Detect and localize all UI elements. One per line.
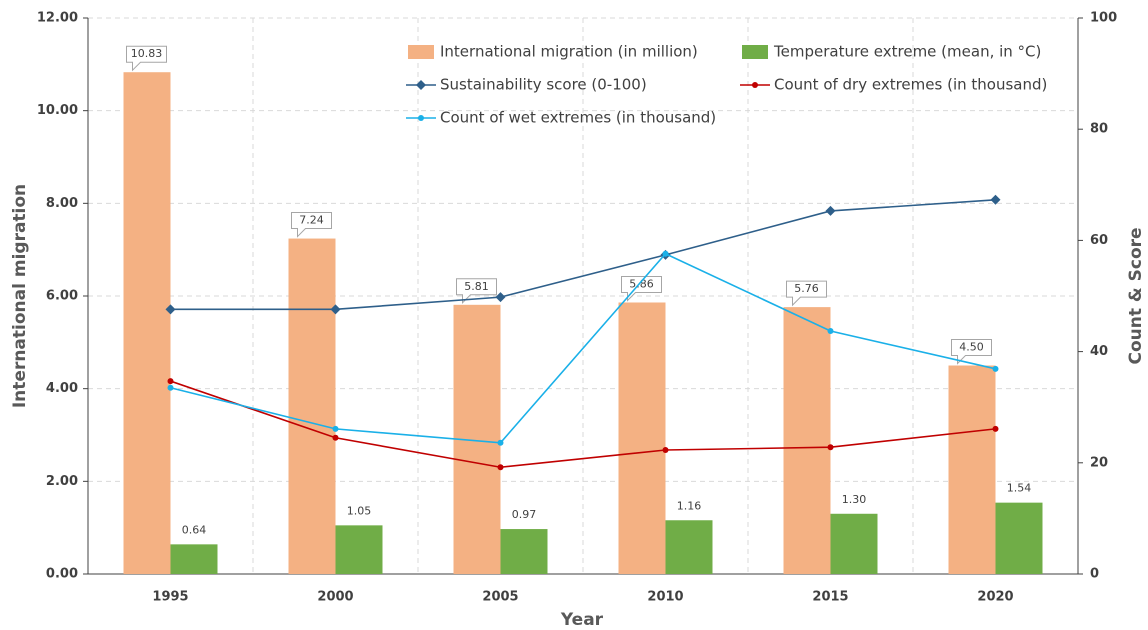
bar	[830, 513, 878, 574]
marker	[332, 425, 339, 432]
x-tick-label: 2005	[482, 590, 518, 605]
marker	[827, 328, 834, 335]
y2-tick-label: 60	[1090, 233, 1108, 248]
data-label: 4.50	[959, 341, 984, 354]
callout	[621, 275, 662, 302]
marker	[165, 304, 176, 315]
x-axis-title: Year	[560, 610, 604, 630]
bar	[783, 307, 831, 574]
x-tick-label: 2020	[977, 590, 1013, 605]
y2-tick-label: 20	[1090, 455, 1108, 470]
data-label: 1.16	[677, 499, 702, 512]
data-label: 5.76	[794, 282, 819, 295]
bar	[995, 502, 1043, 574]
data-label: 1.30	[842, 493, 867, 506]
legend-marker	[752, 82, 758, 88]
marker	[662, 447, 669, 454]
legend-label: Count of dry extremes (in thousand)	[774, 76, 1047, 94]
callout	[291, 212, 332, 238]
x-tick-label: 2015	[812, 590, 848, 605]
data-label: 5.81	[464, 280, 489, 293]
callout	[456, 278, 497, 305]
marker	[167, 384, 174, 391]
legend-marker	[418, 115, 424, 121]
legend-label: International migration (in million)	[440, 43, 698, 61]
legend-swatch	[742, 45, 768, 59]
x-tick-label: 2010	[647, 590, 683, 605]
marker	[497, 464, 504, 471]
bar	[665, 520, 713, 574]
bar	[170, 544, 218, 574]
data-label: 7.24	[299, 214, 324, 227]
y-tick-label: 8.00	[46, 196, 78, 211]
marker	[990, 194, 1001, 205]
callout	[126, 45, 167, 72]
bar	[335, 525, 383, 574]
y2-tick-label: 0	[1090, 567, 1099, 582]
legend-label: Temperature extreme (mean, in °C)	[773, 43, 1041, 61]
y-tick-label: 2.00	[46, 474, 78, 489]
y2-tick-label: 100	[1090, 11, 1117, 26]
data-label: 0.64	[182, 523, 207, 536]
line	[170, 199, 996, 311]
legend-swatch	[408, 45, 434, 59]
x-tick-label: 1995	[152, 590, 188, 605]
legend-label: Count of wet extremes (in thousand)	[440, 109, 716, 127]
y-tick-label: 12.00	[37, 11, 78, 26]
data-label: 0.97	[512, 508, 537, 521]
data-label: 1.54	[1007, 482, 1032, 495]
callout	[951, 339, 992, 365]
legend-label: Sustainability score (0-100)	[440, 76, 647, 94]
y-tick-label: 10.00	[37, 103, 78, 118]
marker	[827, 444, 834, 451]
y2-axis-title: Count & Score	[1126, 227, 1146, 364]
data-label: 5.86	[629, 277, 654, 290]
line	[170, 380, 996, 469]
marker	[992, 425, 999, 432]
line	[170, 252, 996, 444]
marker	[332, 434, 339, 441]
bar	[500, 529, 548, 574]
bar	[288, 238, 336, 574]
marker	[992, 365, 999, 372]
y2-tick-label: 40	[1090, 344, 1108, 359]
y-tick-label: 0.00	[46, 567, 78, 582]
bar	[618, 302, 666, 574]
data-label: 10.83	[131, 47, 163, 60]
y2-tick-label: 80	[1090, 122, 1108, 137]
marker	[495, 292, 506, 303]
bar	[123, 72, 171, 575]
marker	[662, 250, 669, 257]
data-label: 1.05	[347, 504, 372, 517]
marker	[167, 378, 174, 385]
y-tick-label: 6.00	[46, 289, 78, 304]
legend-marker	[416, 80, 426, 90]
y-tick-label: 4.00	[46, 381, 78, 396]
marker	[825, 205, 836, 216]
bar	[948, 365, 996, 574]
callout	[786, 280, 827, 307]
x-tick-label: 2000	[317, 590, 353, 605]
marker	[330, 304, 341, 315]
y-axis-title: International migration	[10, 184, 30, 408]
marker	[497, 439, 504, 446]
